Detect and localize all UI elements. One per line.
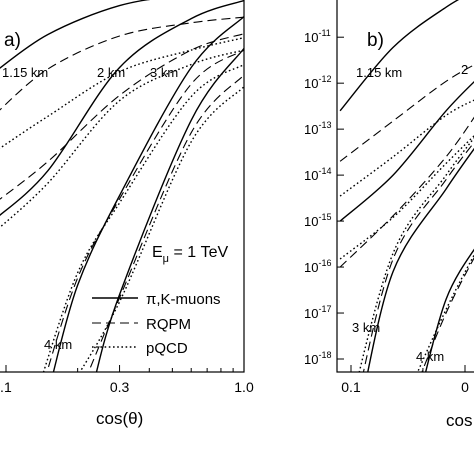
panel-a-curve-solid-4km	[95, 47, 244, 372]
panel-a-curve-dashed-1-15km	[0, 16, 244, 111]
legend-label-pik-muons: π,K-muons	[146, 291, 221, 308]
panel-a-curve-solid-1-15km	[0, 0, 151, 69]
panel-b-depth-label-4km: 4 km	[416, 349, 444, 364]
panel-a-curve-dashed-2km	[0, 33, 244, 200]
panel-b-label: b)	[367, 30, 384, 51]
panel-a-curve-dashed-4km	[87, 74, 244, 372]
panel-a-curve-dotted-4km	[79, 86, 244, 372]
panel-a: 0.1 0.3 1.0 a) 1.15 km 2 km 3 km 4 km Eμ =…	[0, 0, 254, 428]
panel-a-x-axis-title: cos(θ)	[96, 409, 143, 428]
panel-b-curve-dotted-2km	[339, 134, 474, 260]
panel-b-y-tick-label: 10-14	[304, 166, 331, 183]
panel-b-x-axis-title: cos	[446, 411, 472, 430]
panel-b-curve-solid-3km	[367, 147, 474, 372]
panel-b-depth-label-3km: 3 km	[352, 320, 380, 335]
depth-label-2km: 2 km	[97, 65, 125, 80]
panel-b-y-tick-label: 10-18	[304, 350, 331, 367]
panel-b-curve-solid-2km	[339, 80, 474, 222]
energy-annotation: Eμ = 1 TeV	[152, 244, 228, 265]
panel-b-x-tick-label: 0.1	[341, 379, 361, 395]
panel-b-y-tick-label: 10-12	[304, 74, 331, 91]
energy-value: = 1 TeV	[169, 244, 228, 261]
legend: π,K-muons RQPM pQCD	[92, 291, 221, 357]
panel-b-curve-dashed-4km	[421, 257, 474, 372]
depth-label-1-15km: 1.15 km	[2, 65, 48, 80]
panel-b-depth-label-1-15km: 1.15 km	[356, 65, 402, 80]
panel-a-curve-solid-2km	[0, 0, 244, 216]
panel-b-curve-dashed-3km	[362, 141, 474, 372]
panel-b: 1010-1110-1210-1310-1410-1510-1610-1710-…	[304, 0, 474, 430]
depth-label-4km: 4 km	[44, 337, 72, 352]
panel-b-curve-solid-4km	[424, 248, 474, 372]
panel-b-x-tick-label: 0	[461, 379, 469, 395]
panel-a-x-tick-label: 1.0	[234, 379, 254, 395]
panel-b-y-tick-label: 10-13	[304, 120, 331, 137]
panel-b-curve-dotted-1-15km	[339, 99, 474, 197]
panel-b-y-tick-label: 10-17	[304, 304, 331, 321]
panel-b-plot-frame	[336, 0, 474, 373]
panel-b-depth-label-2: 2	[461, 62, 468, 77]
panel-a-curve-dotted-1-15km	[0, 37, 244, 150]
panel-a-curve-dotted-2km	[0, 49, 244, 229]
panel-a-curve-dashed-3km	[46, 49, 244, 372]
legend-label-pqcd: pQCD	[146, 340, 188, 357]
panel-a-label: a)	[4, 30, 21, 51]
energy-subscript: μ	[163, 253, 169, 265]
panel-b-curve-solid-1-15km	[339, 0, 459, 112]
panel-b-y-tick-label: 10-16	[304, 258, 331, 275]
panel-b-x-axis: 0.1 0	[341, 365, 469, 395]
panel-b-curve-dashed-2km	[339, 116, 474, 268]
panel-a-curves	[0, 0, 244, 372]
depth-label-3km: 3 km	[150, 65, 178, 80]
panel-b-curves	[339, 0, 474, 372]
legend-label-rqpm: RQPM	[146, 316, 191, 333]
panel-b-y-tick-label: 10-15	[304, 212, 331, 229]
panel-b-curve-dotted-3km	[358, 136, 474, 372]
panel-a-curve-solid-3km	[52, 16, 244, 372]
panel-a-plot-frame	[0, 0, 245, 373]
panel-a-x-axis: 0.1 0.3 1.0	[0, 365, 254, 395]
panel-a-x-tick-label: 0.1	[0, 379, 12, 395]
panel-b-curve-dashed-1-15km	[339, 64, 474, 162]
panel-b-y-tick-label: 10-11	[304, 28, 331, 45]
panel-a-x-tick-label: 0.3	[110, 379, 130, 395]
panel-b-y-axis: 1010-1110-1210-1310-1410-1510-1610-1710-…	[304, 28, 344, 367]
